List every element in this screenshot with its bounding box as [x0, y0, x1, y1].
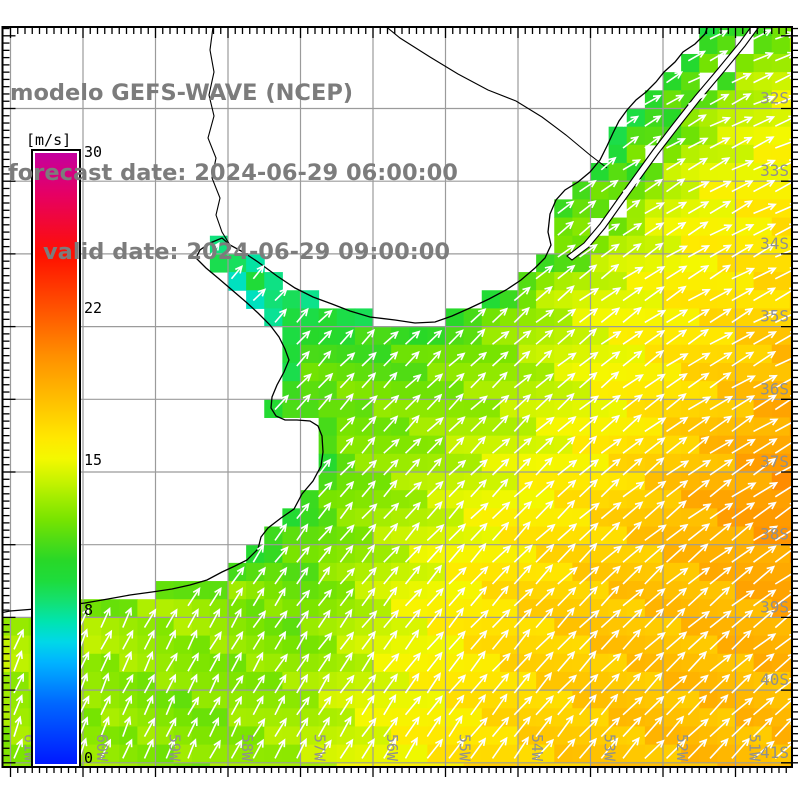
colorbar-tick-label: 22 [84, 299, 103, 317]
latitude-label: 36S [760, 379, 789, 398]
latitude-label: 37S [760, 452, 789, 471]
colorbar-tick-label: 8 [84, 601, 94, 619]
colorbar-tick-label: 0 [84, 749, 94, 767]
model-title: modelo GEFS-WAVE (NCEP) [10, 80, 354, 106]
river-line [207, 27, 231, 246]
barrier-island [566, 27, 760, 261]
colorbar [31, 149, 81, 768]
title-block: modelo GEFS-WAVE (NCEP) forecast date: 2… [8, 27, 458, 319]
map-area [2, 27, 792, 767]
colorbar-unit-label: [m/s] [26, 131, 72, 149]
longitude-label: 56W [383, 734, 401, 762]
frame-ticks [3, 27, 798, 777]
latitude-labels: 32S 33S 34S 35S 36S 37S 38S 39S 40S 41S [760, 89, 789, 762]
valid-date: valid date: 2024-06-29 09:00:00 [43, 239, 451, 265]
colorbar-tick-label: 30 [84, 143, 103, 161]
latitude-label: 33S [760, 161, 789, 180]
latitude-label: 34S [760, 234, 789, 253]
coastline [2, 27, 709, 614]
longitude-label: 57W [311, 734, 329, 762]
latitude-label: 40S [760, 670, 789, 689]
lat-lon-grid [2, 27, 792, 767]
longitude-label: 58W [238, 734, 256, 762]
longitude-label: 53W [601, 734, 619, 762]
colorbar-gradient [35, 153, 77, 764]
latitude-label: 39S [760, 597, 789, 616]
forecast-date: forecast date: 2024-06-29 06:00:00 [8, 159, 458, 186]
latitude-label: 35S [760, 307, 789, 326]
latitude-label: 38S [760, 525, 789, 544]
longitude-label: 52W [673, 734, 691, 762]
river-line [385, 27, 608, 169]
colorbar-tick-label: 15 [84, 451, 103, 469]
coastline-layer [2, 27, 760, 614]
longitude-label: 51W [746, 734, 764, 762]
latitude-label: 41S [760, 743, 789, 762]
longitude-label: 59W [166, 734, 184, 762]
direction-arrows [13, 29, 792, 760]
map-frame [1, 26, 793, 768]
longitude-label: 60W [93, 734, 111, 762]
longitude-label: 54W [528, 734, 546, 762]
latitude-label: 32S [760, 89, 789, 108]
longitude-label: 55W [456, 734, 474, 762]
longitude-labels: 61W 60W 59W 58W 57W 56W 55W 54W 53W 52W 51W [21, 734, 764, 762]
